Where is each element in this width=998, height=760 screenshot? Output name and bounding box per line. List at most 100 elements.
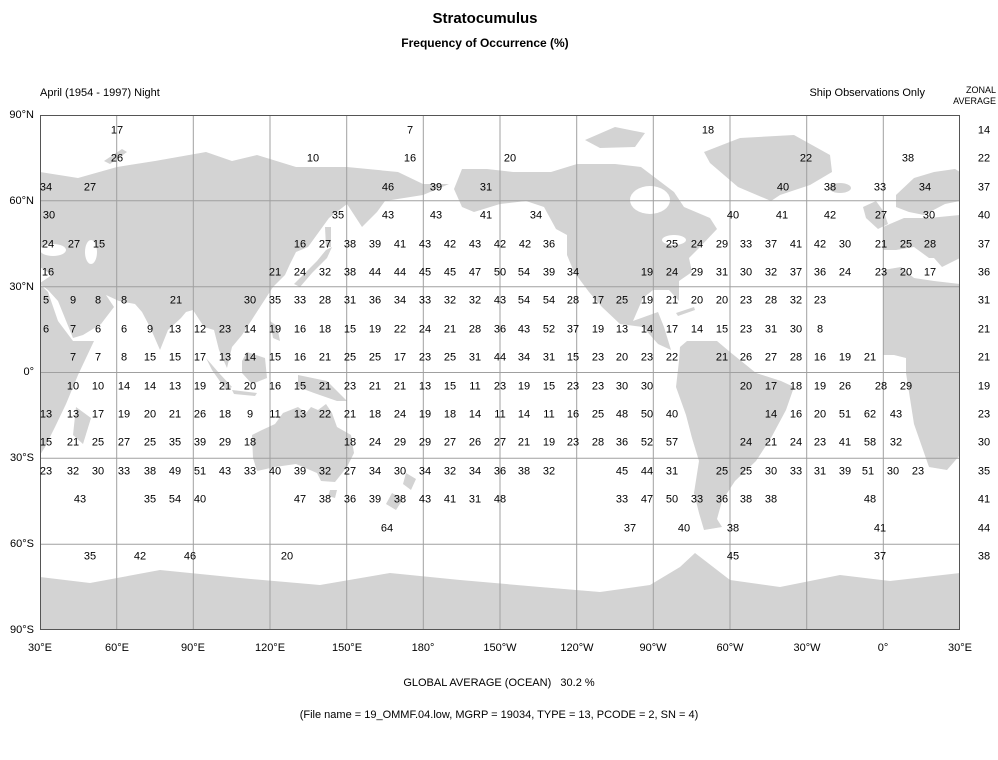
grid-value: 27 bbox=[874, 209, 888, 222]
zonal-average-value: 37 bbox=[977, 238, 991, 251]
zonal-average-value: 14 bbox=[977, 124, 991, 137]
grid-value: 20 bbox=[715, 294, 729, 307]
grid-value: 43 bbox=[468, 238, 482, 251]
grid-value: 36 bbox=[542, 238, 556, 251]
grid-value: 27 bbox=[117, 436, 131, 449]
grid-value: 39 bbox=[368, 238, 382, 251]
grid-value: 31 bbox=[715, 266, 729, 279]
grid-value: 7 bbox=[69, 323, 77, 336]
grid-value: 42 bbox=[823, 209, 837, 222]
grid-value: 41 bbox=[838, 436, 852, 449]
grid-value: 33 bbox=[690, 493, 704, 506]
zonal-average-value: 23 bbox=[977, 408, 991, 421]
grid-value: 23 bbox=[813, 294, 827, 307]
caspian-sea bbox=[85, 240, 97, 264]
grid-value: 32 bbox=[789, 294, 803, 307]
grid-value: 40 bbox=[776, 181, 790, 194]
grid-value: 23 bbox=[591, 351, 605, 364]
grid-value: 22 bbox=[799, 152, 813, 165]
grid-value: 35 bbox=[83, 550, 97, 563]
grid-value: 18 bbox=[318, 323, 332, 336]
lon-label: 30°E bbox=[28, 642, 52, 654]
grid-value: 6 bbox=[94, 323, 102, 336]
grid-value: 34 bbox=[566, 266, 580, 279]
grid-value: 39 bbox=[293, 465, 307, 478]
grid-value: 33 bbox=[418, 294, 432, 307]
grid-value: 27 bbox=[318, 238, 332, 251]
grid-value: 39 bbox=[368, 493, 382, 506]
africa-west-landmass bbox=[883, 267, 960, 470]
grid-value: 21 bbox=[368, 380, 382, 393]
grid-value: 21 bbox=[168, 408, 182, 421]
lon-label: 60°E bbox=[105, 642, 129, 654]
black-sea bbox=[40, 244, 66, 256]
grid-value: 29 bbox=[418, 436, 432, 449]
grid-value: 38 bbox=[343, 238, 357, 251]
grid-value: 9 bbox=[246, 408, 254, 421]
grid-value: 14 bbox=[243, 323, 257, 336]
grid-value: 21 bbox=[764, 436, 778, 449]
mediterranean-sea bbox=[40, 267, 52, 283]
grid-value: 43 bbox=[517, 323, 531, 336]
scandinavia-landmass bbox=[896, 169, 960, 215]
grid-value: 11 bbox=[543, 408, 555, 421]
lat-label: 30°N bbox=[9, 281, 34, 293]
australia-landmass bbox=[252, 404, 354, 482]
zonal-average-value: 41 bbox=[977, 493, 991, 506]
grid-value: 47 bbox=[468, 266, 482, 279]
grid-value: 17 bbox=[923, 266, 937, 279]
grid-value: 16 bbox=[293, 351, 307, 364]
grid-value: 45 bbox=[615, 465, 629, 478]
grid-value: 26 bbox=[110, 152, 124, 165]
lon-label: 0° bbox=[877, 642, 889, 654]
grid-value: 21 bbox=[715, 351, 729, 364]
grid-value: 21 bbox=[169, 294, 183, 307]
grid-value: 16 bbox=[789, 408, 803, 421]
grid-value: 25 bbox=[739, 465, 753, 478]
grid-value: 25 bbox=[143, 436, 157, 449]
grid-value: 19 bbox=[117, 408, 131, 421]
grid-value: 52 bbox=[542, 323, 556, 336]
grid-value: 13 bbox=[615, 323, 629, 336]
grid-value: 21 bbox=[517, 436, 531, 449]
grid-value: 41 bbox=[775, 209, 789, 222]
lon-label: 30°E bbox=[948, 642, 972, 654]
grid-value: 50 bbox=[665, 493, 679, 506]
grid-value: 24 bbox=[789, 436, 803, 449]
grid-value: 11 bbox=[269, 408, 281, 421]
grid-value: 18 bbox=[443, 408, 457, 421]
zonal-average-value: 31 bbox=[977, 294, 991, 307]
grid-value: 42 bbox=[813, 238, 827, 251]
grid-value: 40 bbox=[193, 493, 207, 506]
grid-value: 19 bbox=[813, 380, 827, 393]
grid-value: 30 bbox=[838, 238, 852, 251]
grid-value: 45 bbox=[443, 266, 457, 279]
grid-value: 22 bbox=[318, 408, 332, 421]
grid-value: 24 bbox=[418, 323, 432, 336]
grid-value: 8 bbox=[120, 351, 128, 364]
grid-value: 27 bbox=[67, 238, 81, 251]
grid-value: 31 bbox=[343, 294, 357, 307]
grid-value: 21 bbox=[665, 294, 679, 307]
great-lakes bbox=[662, 235, 686, 245]
grid-value: 28 bbox=[566, 294, 580, 307]
grid-value: 6 bbox=[120, 323, 128, 336]
grid-value: 13 bbox=[293, 408, 307, 421]
grid-value: 9 bbox=[146, 323, 154, 336]
arctic-islands-landmass bbox=[585, 127, 645, 148]
grid-value: 42 bbox=[493, 238, 507, 251]
greenland-landmass bbox=[704, 135, 832, 201]
grid-value: 28 bbox=[874, 380, 888, 393]
grid-value: 33 bbox=[243, 465, 257, 478]
grid-value: 23 bbox=[640, 351, 654, 364]
grid-value: 38 bbox=[901, 152, 915, 165]
grid-value: 54 bbox=[168, 493, 182, 506]
grid-value: 15 bbox=[443, 380, 457, 393]
grid-value: 43 bbox=[218, 465, 232, 478]
lon-label: 90°W bbox=[639, 642, 667, 654]
grid-value: 41 bbox=[479, 209, 493, 222]
grid-value: 51 bbox=[838, 408, 852, 421]
grid-value: 29 bbox=[690, 266, 704, 279]
grid-value: 13 bbox=[418, 380, 432, 393]
